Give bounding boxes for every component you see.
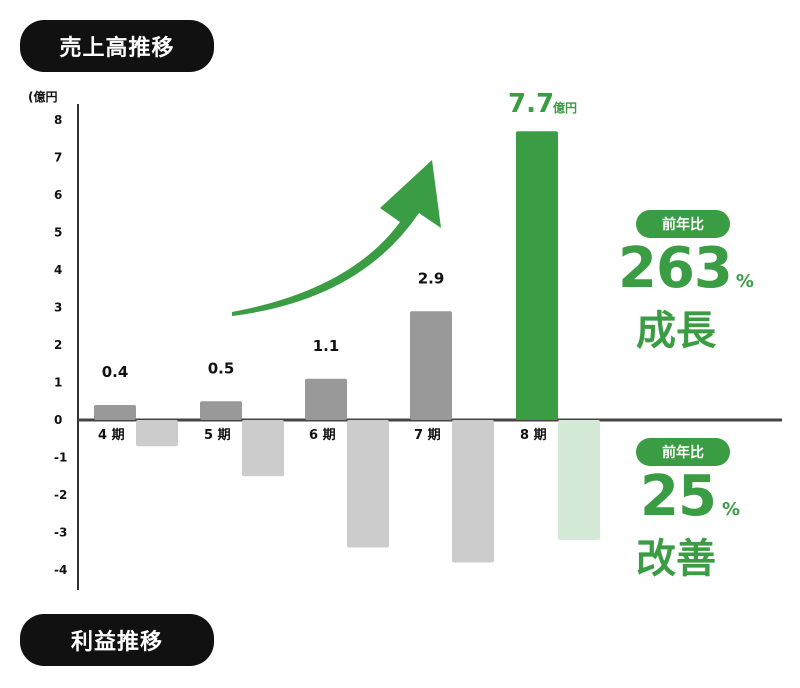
growth-arrow-icon <box>232 160 441 316</box>
y-tick-label: -1 <box>54 451 67 465</box>
growth-number: 263 <box>618 236 733 301</box>
highlight-value: 7.7 <box>508 89 554 119</box>
y-tick-label: 0 <box>54 413 62 427</box>
sales-value-label: 0.4 <box>102 363 129 381</box>
profit-bar <box>136 420 178 447</box>
improve-badge: 前年比 <box>636 438 730 466</box>
improve-number: 25 <box>640 464 717 529</box>
y-tick-label: -2 <box>54 488 67 502</box>
sales-bar <box>305 378 347 420</box>
profit-bar <box>347 420 389 548</box>
category-label: 5 期 <box>204 428 231 443</box>
sales-value-label: 1.1 <box>313 337 340 355</box>
sales-bar <box>94 405 136 420</box>
category-label: 4 期 <box>98 428 125 443</box>
y-tick-label: -3 <box>54 526 67 540</box>
y-tick-label: 3 <box>54 301 62 315</box>
category-label: 6 期 <box>309 428 336 443</box>
profit-bar <box>452 420 494 563</box>
y-tick-label: 5 <box>54 226 62 240</box>
sales-bar <box>410 311 452 420</box>
y-tick-label: 7 <box>54 151 62 165</box>
highlight-unit: 億円 <box>553 100 577 115</box>
profit-title-pill: 利益推移 <box>20 614 214 666</box>
sales-value-label: 0.5 <box>208 359 235 377</box>
y-tick-label: 8 <box>54 113 62 127</box>
growth-number-group: 263% <box>618 236 754 301</box>
profit-bar <box>242 420 284 477</box>
sales-bar <box>516 131 558 420</box>
growth-badge: 前年比 <box>636 210 730 238</box>
y-tick-label: 2 <box>54 338 62 352</box>
unit-label: (億円 <box>28 89 58 104</box>
sales-bar <box>200 401 242 420</box>
y-tick-label: 4 <box>54 263 62 277</box>
sales-value-label: 2.9 <box>418 269 445 287</box>
y-tick-label: 1 <box>54 376 62 390</box>
growth-label: 成長 <box>636 308 716 354</box>
profit-bar <box>558 420 600 540</box>
y-tick-label: -4 <box>54 563 67 577</box>
category-label: 7 期 <box>414 428 441 443</box>
sales-title-pill: 売上高推移 <box>20 20 214 72</box>
improve-number-group: 25% <box>640 464 740 529</box>
growth-percent: % <box>735 271 754 292</box>
improve-label: 改善 <box>636 536 716 582</box>
y-tick-label: 6 <box>54 188 62 202</box>
category-label: 8 期 <box>520 428 547 443</box>
improve-percent: % <box>721 499 740 520</box>
